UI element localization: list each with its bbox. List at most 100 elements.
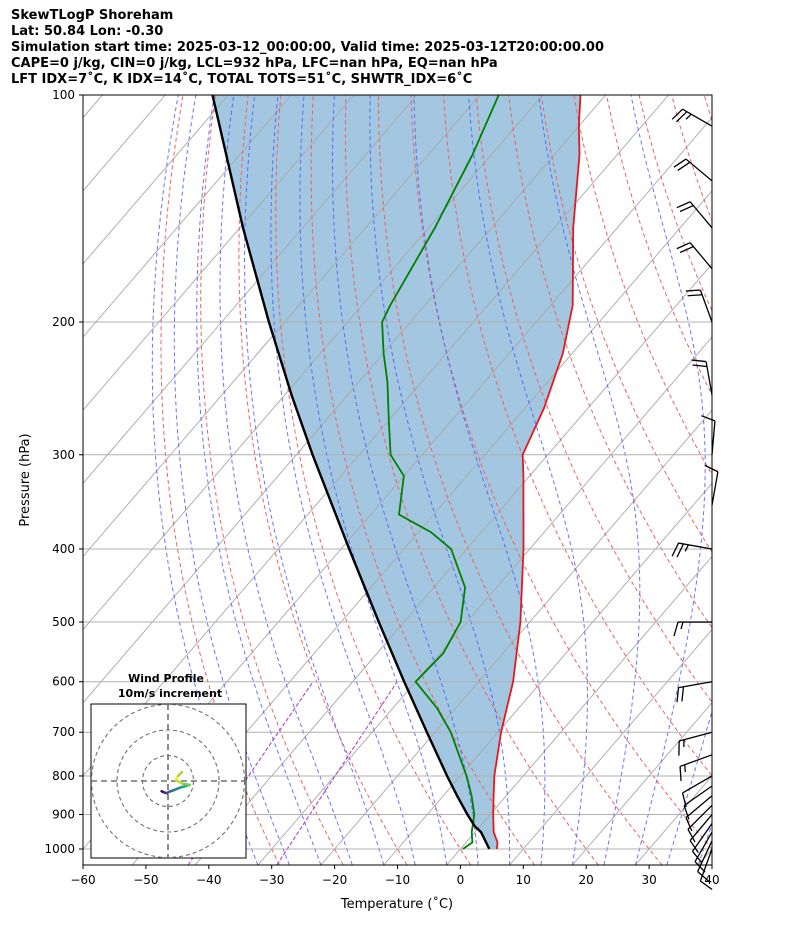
x-tick-label: −10 [385, 873, 410, 887]
x-tick-label: 10 [516, 873, 531, 887]
y-tick-label: 900 [52, 808, 75, 822]
wind-barb-staff [694, 831, 713, 862]
wind-barb [691, 823, 713, 864]
wind-barb-flag [679, 245, 694, 254]
moist-adiabat-line [219, 95, 353, 865]
x-tick-label: −50 [133, 873, 158, 887]
moist-adiabat-lines [151, 95, 794, 865]
wind-barb-staff [689, 814, 713, 841]
moist-adiabat-line [730, 95, 794, 865]
dry-adiabat-line [606, 95, 712, 396]
isotherm-line [83, 95, 481, 558]
wind-barb [704, 464, 719, 506]
isotherm-line [83, 95, 292, 338]
y-axis-ticks: 100 200 300 400 500 600 700 800 900 1000 [44, 88, 83, 856]
wind-barb-flag [673, 158, 687, 168]
wind-barb-flag [694, 861, 706, 873]
wind-barb-flag [671, 108, 684, 120]
dry-adiabat-line [737, 95, 794, 865]
wind-barb-flag [675, 111, 688, 123]
dry-adiabat-line [160, 95, 280, 865]
wind-barb-staff [685, 795, 713, 819]
wind-barb-flag [676, 543, 685, 558]
wind-barb-flag [676, 201, 691, 209]
isotherm-line [83, 95, 418, 485]
hodograph-inset: Wind Profile 10m/s increment [90, 672, 247, 859]
isotherm-line [697, 848, 712, 865]
wind-barb-staff [683, 785, 713, 807]
y-tick-label: 300 [52, 448, 75, 462]
cape-fill-area [212, 95, 581, 849]
x-axis-ticks: −60 −50 −40 −30 −20 −10 0 10 20 30 40 [70, 865, 720, 887]
wind-barb [681, 775, 713, 808]
wind-barb-staff [678, 731, 713, 742]
dry-adiabat-line [475, 95, 712, 703]
mixing-ratio-line [187, 681, 314, 865]
dry-adiabat-line [310, 95, 536, 865]
wind-barb-flag [689, 840, 699, 853]
y-tick-label: 1000 [44, 842, 75, 856]
x-tick-label: −60 [70, 873, 95, 887]
dry-adiabat-line [573, 95, 712, 476]
location-line: Lat: 50.84 Lon: -0.30 [11, 24, 164, 39]
temperature-line [492, 95, 582, 850]
y-tick-label: 800 [52, 769, 75, 783]
moist-adiabat-line [332, 95, 479, 865]
y-tick-label: 600 [52, 675, 75, 689]
wind-barb-staff [689, 242, 713, 270]
parcel-path-line [211, 95, 491, 850]
wind-barb-half-flag [684, 764, 686, 773]
x-tick-label: 40 [704, 873, 719, 887]
wind-barb-staff [687, 804, 713, 830]
y-tick-label: 100 [52, 88, 75, 102]
hodograph-subtitle: 10m/s increment [118, 687, 222, 700]
wind-barb-half-flag [680, 621, 684, 630]
wind-barb-staff [678, 681, 713, 689]
moist-adiabat-line [369, 95, 511, 865]
isotherm-line [320, 409, 712, 865]
x-tick-label: 30 [641, 873, 656, 887]
moist-adiabat-line [243, 95, 385, 865]
isotherm-line [83, 95, 355, 411]
wind-barb-flag [692, 364, 708, 368]
wind-barb-staff [711, 471, 719, 506]
moist-adiabat-line [413, 95, 546, 865]
isotherm-line [83, 95, 103, 119]
moist-adiabat-line [630, 95, 706, 865]
y-tick-label: 400 [52, 542, 75, 556]
wind-barb-flag [673, 621, 679, 637]
wind-barb-flag [697, 871, 710, 882]
wind-barb-staff [685, 158, 713, 182]
cape-line: CAPE=0 j/kg, CIN=0 j/kg, LCL=932 hPa, LF… [11, 56, 498, 71]
dry-adiabat-line [344, 95, 599, 865]
dry-adiabat-line [275, 95, 472, 865]
wind-barb-flag [679, 204, 694, 213]
chart-title: SkewTLogP Shoreham [11, 8, 174, 23]
x-tick-label: 20 [579, 873, 594, 887]
x-tick-label: −40 [196, 873, 221, 887]
y-tick-label: 500 [52, 615, 75, 629]
dry-adiabat-line [540, 95, 712, 554]
wind-barb-staff [689, 201, 713, 229]
wind-barb [685, 795, 713, 832]
isotherm-line [83, 95, 607, 704]
dry-adiabat-line [377, 95, 663, 865]
dry-adiabat-line [238, 95, 408, 865]
wind-barb-flag [691, 850, 703, 864]
moist-adiabat-line [299, 95, 448, 865]
wind-barb [671, 108, 713, 127]
wind-barb-flag [704, 464, 719, 473]
wind-barb [673, 621, 712, 637]
wind-barb [694, 831, 713, 873]
wind-barb-flag [671, 542, 680, 557]
index-line: LFT IDX=7˚C, K IDX=14˚C, TOTAL TOTS=51˚C… [11, 72, 473, 87]
isotherm-line [83, 95, 229, 265]
wind-barb-flag [679, 766, 682, 782]
wind-barb [676, 681, 713, 703]
wind-barb-staff [705, 361, 713, 396]
wind-barb-flag [676, 242, 691, 250]
wind-barbs [671, 108, 719, 891]
wind-barb-staff [678, 542, 713, 550]
wind-barb [676, 242, 713, 270]
